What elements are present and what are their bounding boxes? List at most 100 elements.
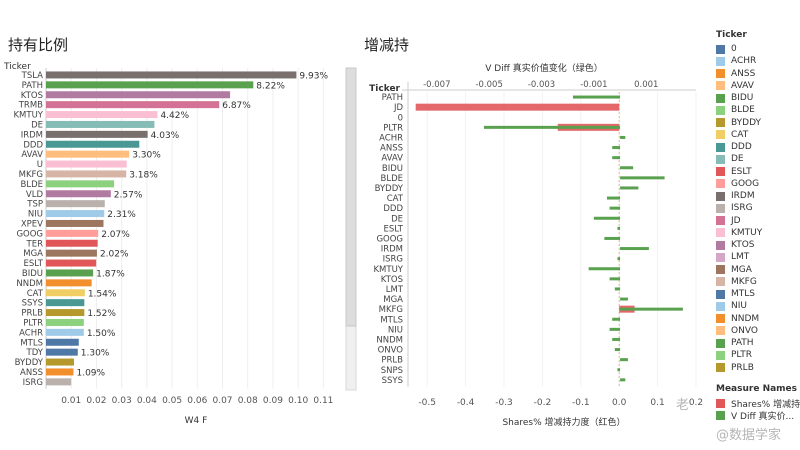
legend-label: ANSS <box>731 68 756 79</box>
shares-change-bar <box>415 103 620 111</box>
left-bar <box>46 259 97 267</box>
legend-label: ESLT <box>731 166 752 177</box>
right-bottom-axis-label: Shares% 增减持力度（红色） <box>502 416 625 428</box>
value-diff-bar <box>609 327 621 331</box>
legend-item[interactable]: LMT <box>716 251 800 263</box>
left-bar <box>46 368 74 376</box>
right-top-tick-label: -0.001 <box>580 80 607 90</box>
legend-label: ACHR <box>731 56 757 67</box>
right-category-label: PLTR <box>383 123 403 133</box>
value-diff-bar <box>620 307 683 311</box>
ticker-legend: Ticker 0 ACHR ANSS AVAV BIDU BLDE BYDDY CAT DDD D… <box>716 30 800 374</box>
left-bar-data-label: 2.31% <box>107 210 136 220</box>
legend-label: DDD <box>731 142 752 153</box>
left-category-label: ESLT <box>23 259 43 269</box>
left-bar <box>46 200 105 208</box>
left-bar <box>46 348 78 356</box>
legend-item[interactable]: PRLB <box>716 362 800 374</box>
measure-legend-item[interactable]: V Diff 真实价... <box>716 409 800 422</box>
legend-label: CAT <box>731 129 749 140</box>
left-bar-data-label: 2.07% <box>101 230 130 240</box>
legend-label: JD <box>731 215 741 226</box>
left-bar <box>46 229 99 237</box>
left-bar <box>46 120 155 128</box>
left-bar <box>46 299 85 307</box>
right-category-label: DE <box>391 214 403 224</box>
legend-item[interactable]: MTLS <box>716 288 800 300</box>
legend-item[interactable]: BYDDY <box>716 117 800 129</box>
legend-item[interactable]: PATH <box>716 337 800 349</box>
legend-item[interactable]: CAT <box>716 129 800 141</box>
legend-item[interactable]: BIDU <box>716 92 800 104</box>
legend-item[interactable]: NNDM <box>716 313 800 325</box>
legend-item[interactable]: NIU <box>716 300 800 312</box>
legend-item[interactable]: GOOG <box>716 178 800 190</box>
left-bar <box>46 180 115 188</box>
legend-label: PRLB <box>731 362 754 373</box>
legend-item[interactable]: ISRG <box>716 202 800 214</box>
left-category-label: NNDM <box>16 279 43 289</box>
left-x-tick-label: 0.07 <box>212 396 232 406</box>
left-x-tick-label: 0.02 <box>86 396 106 406</box>
legend-item[interactable]: MKFG <box>716 276 800 288</box>
legend-swatch <box>716 363 725 373</box>
right-category-label: NIU <box>388 325 403 335</box>
watermark-logo: 老 <box>676 398 690 413</box>
left-x-tick-label: 0.08 <box>238 396 258 406</box>
legend-item[interactable]: KMTUY <box>716 227 800 239</box>
right-category-label: PATH <box>382 93 403 103</box>
left-category-label: SSYS <box>22 299 43 309</box>
legend-item[interactable]: DE <box>716 153 800 165</box>
right-category-label: JD <box>393 103 404 113</box>
left-bar <box>46 190 111 198</box>
right-category-label: CAT <box>387 194 404 204</box>
legend-item[interactable]: IRDM <box>716 190 800 202</box>
legend-swatch <box>716 228 725 238</box>
legend-item[interactable]: 0 <box>716 43 800 55</box>
legend-label: PATH <box>731 338 754 349</box>
legend-swatch <box>716 203 725 213</box>
holding-ratio-chart: Ticker 0.01 0.02 0.03 0.04 0.05 0.06 0.07 0.08 0.… <box>3 62 333 426</box>
left-bar-data-label: 3.30% <box>132 151 161 161</box>
legend-swatch <box>716 326 725 336</box>
legend-item[interactable]: ACHR <box>716 55 800 67</box>
measure-legend-item[interactable]: Shares% 增减持力... <box>716 397 800 409</box>
left-bar <box>46 160 127 168</box>
legend-item[interactable]: KTOS <box>716 239 800 251</box>
left-category-label: PRLB <box>21 309 43 319</box>
watermark-text: @数据学家 <box>716 428 782 443</box>
left-bar <box>46 150 130 158</box>
left-bar-data-label: 6.87% <box>222 101 251 111</box>
left-row-header: Ticker <box>3 62 31 72</box>
value-diff-bar <box>606 196 621 200</box>
value-diff-bar <box>609 206 621 210</box>
left-category-label: PATH <box>22 81 43 91</box>
legend-swatch <box>716 105 725 115</box>
legend-item[interactable]: JD <box>716 215 800 227</box>
legend-item[interactable]: PLTR <box>716 349 800 361</box>
left-bar <box>46 71 297 79</box>
left-category-label: MKFG <box>19 170 43 180</box>
right-top-tick-label: 0.001 <box>634 80 658 90</box>
left-category-label: KTOS <box>21 91 43 101</box>
legend-item[interactable]: ANSS <box>716 68 800 80</box>
legend-item[interactable]: DDD <box>716 141 800 153</box>
legend-item[interactable]: BLDE <box>716 104 800 116</box>
legend-swatch <box>716 179 725 189</box>
legend-swatch <box>716 118 725 128</box>
legend-label: LMT <box>731 252 750 263</box>
legend-label: MGA <box>731 264 752 275</box>
legend-item[interactable]: ESLT <box>716 166 800 178</box>
legend-swatch <box>716 81 725 91</box>
legend-label: ONVO <box>731 325 758 336</box>
right-category-label: AVAV <box>381 154 403 164</box>
legend-item[interactable]: ONVO <box>716 325 800 337</box>
right-category-label: IRDM <box>381 245 403 255</box>
left-category-label: IRDM <box>21 130 43 140</box>
left-bar <box>46 338 79 346</box>
right-category-label: MGA <box>383 295 403 305</box>
legend-item[interactable]: MGA <box>716 264 800 276</box>
legend-item[interactable]: AVAV <box>716 80 800 92</box>
left-category-label: PLTR <box>23 318 43 328</box>
left-bar-data-label: 9.93% <box>299 71 328 81</box>
